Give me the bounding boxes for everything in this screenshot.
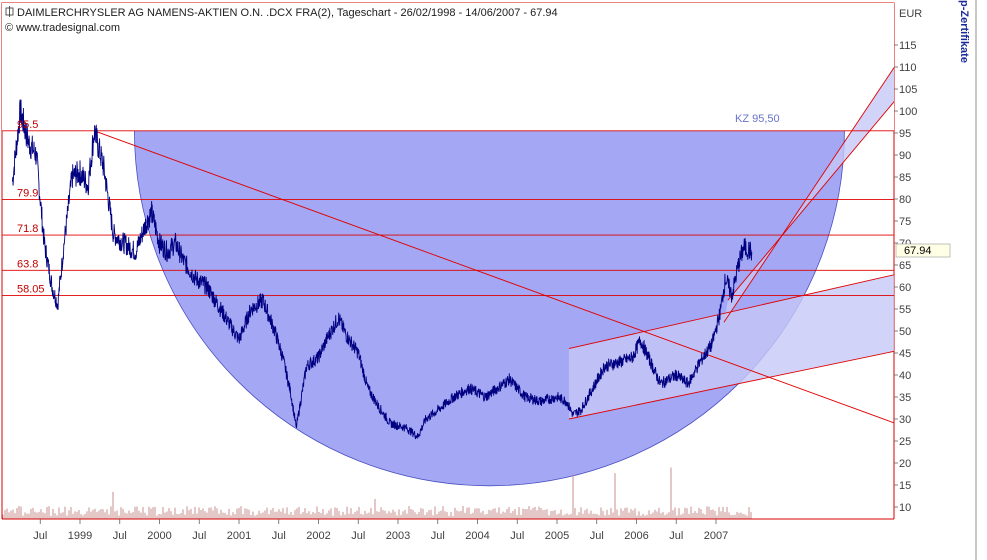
y-tick-label: 85 [899, 172, 911, 184]
x-tick-label: 2003 [386, 530, 410, 542]
y-tick-label: 20 [899, 458, 911, 470]
y-tick-label: 115 [899, 40, 917, 52]
downtrend-line [94, 130, 894, 424]
price-line [11, 99, 753, 440]
chart-header: DAIMLERCHRYSLER AG NAMENS-AKTIEN O.N. .D… [5, 6, 558, 34]
y-tick-label: 55 [899, 304, 911, 316]
level-label: 58.05 [17, 284, 45, 296]
last-value-label: 67.94 [904, 245, 932, 257]
last-value-box [895, 243, 951, 258]
y-tick-label: 25 [899, 436, 911, 448]
channel-lines [568, 66, 894, 420]
channel-line [568, 350, 894, 420]
side-panel [955, 0, 987, 560]
chart: Jul 1999 Jul 2000 Jul 2001 Jul 2002 Jul 2003 Jul 20… [0, 2, 955, 560]
side-panel-label: p-Zertifikate [958, 0, 970, 63]
x-tick-label: 2007 [704, 530, 728, 542]
volume-bars [2, 467, 752, 519]
x-tick-label: Jul [431, 530, 445, 542]
side-panel-divider [975, 0, 977, 560]
y-tick-label: 10 [899, 502, 911, 514]
level-label: 63.8 [17, 258, 38, 270]
horizontal-levels [2, 130, 894, 297]
trend-channel-lower [568, 274, 894, 419]
chart-title: DAIMLERCHRYSLER AG NAMENS-AKTIEN O.N. .D… [17, 7, 558, 19]
y-tick-label: 15 [899, 480, 911, 492]
x-tick-label: Jul [669, 530, 683, 542]
kz-annotation: KZ 95,50 [735, 113, 780, 125]
y-tick-label: 75 [899, 216, 911, 228]
x-tick-label: Jul [33, 530, 47, 542]
y-tick-label: 105 [899, 84, 917, 96]
x-tick-label: Jul [192, 530, 206, 542]
x-tick-label: Jul [510, 530, 524, 542]
x-tick-label: Jul [113, 530, 127, 542]
y-tick-label: 80 [899, 194, 911, 206]
x-tick-label: 2004 [465, 530, 489, 542]
y-axis-ticks: 1015202530354045505560657075808590951001… [894, 40, 917, 514]
y-tick-label: 40 [899, 370, 911, 382]
y-tick-label: 100 [899, 106, 917, 118]
x-tick-label: 2006 [624, 530, 648, 542]
x-tick-label: 1999 [68, 530, 92, 542]
y-tick-label: 30 [899, 414, 911, 426]
y-axis-unit: EUR [899, 8, 922, 20]
x-tick-label: Jul [272, 530, 286, 542]
channel-line [568, 274, 894, 350]
copyright-text: © www.tradesignal.com [5, 22, 120, 34]
x-tick-label: 2000 [147, 530, 171, 542]
y-tick-label: 110 [899, 62, 917, 74]
level-label: 79.9 [17, 187, 38, 199]
level-labels: 95.5 79.9 71.8 63.8 58.05 [17, 119, 45, 296]
y-tick-label: 35 [899, 392, 911, 404]
x-tick-label: Jul [351, 530, 365, 542]
level-label: 95.5 [17, 119, 38, 131]
channel-line [723, 66, 894, 323]
level-label: 71.8 [17, 223, 38, 235]
y-tick-label: 90 [899, 150, 911, 162]
x-axis-area [0, 519, 955, 560]
channel-line [727, 101, 894, 301]
last-value-badge: 67.94 [895, 243, 951, 258]
rounding-bottom-top-mask [2, 3, 894, 131]
y-tick-label: 95 [899, 128, 911, 140]
x-tick-label: 2002 [306, 530, 330, 542]
x-tick-label: 2001 [227, 530, 251, 542]
x-axis-ticks: Jul 1999 Jul 2000 Jul 2001 Jul 2002 Jul 2003 Jul 20… [33, 519, 728, 542]
y-tick-label: 60 [899, 282, 911, 294]
y-tick-label: 65 [899, 260, 911, 272]
x-tick-label: Jul [590, 530, 604, 542]
y-tick-label: 50 [899, 326, 911, 338]
y-tick-label: 45 [899, 348, 911, 360]
x-tick-label: 2005 [545, 530, 569, 542]
